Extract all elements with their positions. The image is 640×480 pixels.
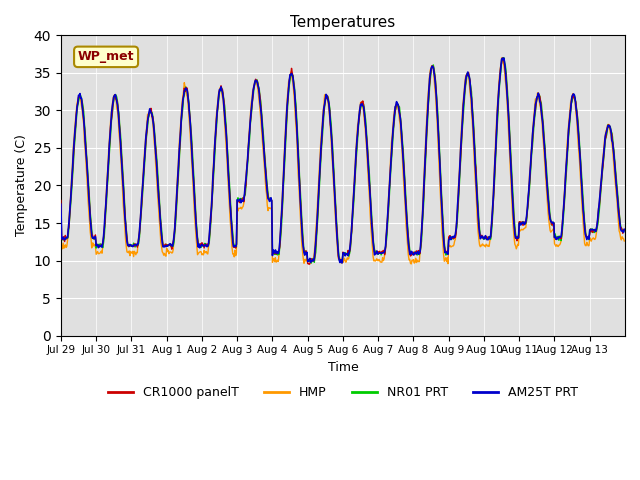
Title: Temperatures: Temperatures [291,15,396,30]
Text: WP_met: WP_met [78,50,134,63]
X-axis label: Time: Time [328,361,358,374]
Legend: CR1000 panelT, HMP, NR01 PRT, AM25T PRT: CR1000 panelT, HMP, NR01 PRT, AM25T PRT [103,382,583,405]
Y-axis label: Temperature (C): Temperature (C) [15,134,28,237]
